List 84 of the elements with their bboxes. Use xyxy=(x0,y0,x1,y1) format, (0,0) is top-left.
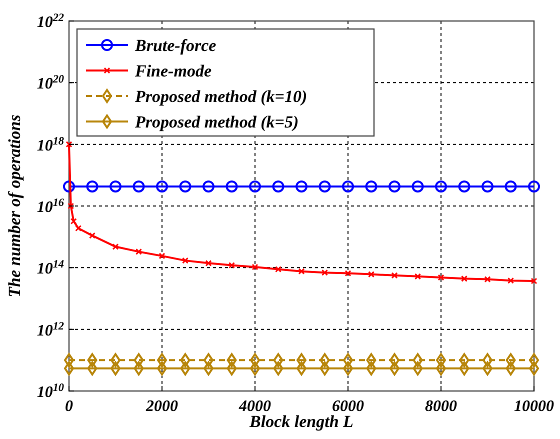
point xyxy=(228,262,235,268)
y-tick-label: 10$^{14}$ xyxy=(36,258,64,278)
point xyxy=(438,274,444,281)
point xyxy=(205,260,212,266)
x-tick-label: 6000 xyxy=(332,398,364,415)
point xyxy=(156,180,168,192)
point xyxy=(435,180,447,192)
point xyxy=(296,180,308,192)
y-tick-label: 10$^{20}$ xyxy=(36,74,64,93)
point xyxy=(63,180,75,192)
point xyxy=(110,180,122,192)
point xyxy=(226,180,238,192)
point xyxy=(459,361,470,376)
legend-label: Proposed method (k=5) xyxy=(134,112,299,132)
point xyxy=(412,353,423,368)
point xyxy=(273,361,284,376)
point xyxy=(87,353,98,368)
point xyxy=(366,361,376,376)
point xyxy=(273,353,284,368)
x-tick-label: 4000 xyxy=(238,398,271,415)
point xyxy=(461,275,468,282)
point xyxy=(388,180,400,192)
point xyxy=(182,257,188,264)
point xyxy=(252,264,258,270)
point xyxy=(459,353,470,368)
point xyxy=(320,361,330,376)
point xyxy=(87,361,98,376)
point xyxy=(180,361,190,376)
y-tick-label: 10$^{16}$ xyxy=(36,197,64,216)
point xyxy=(344,270,352,276)
point xyxy=(275,266,282,272)
point xyxy=(482,180,494,192)
point xyxy=(134,361,144,376)
point xyxy=(66,141,72,148)
point xyxy=(75,224,82,232)
point xyxy=(298,268,305,275)
point xyxy=(412,180,424,192)
point xyxy=(136,248,142,255)
point xyxy=(180,353,190,368)
point xyxy=(70,218,77,225)
point xyxy=(318,180,331,192)
y-tick-label: 10$^{12}$ xyxy=(36,320,64,340)
y-tick-label: 10$^{22}$ xyxy=(36,12,64,31)
point xyxy=(414,273,421,280)
point xyxy=(132,180,145,192)
point xyxy=(89,232,96,239)
point xyxy=(158,252,166,260)
point xyxy=(68,202,74,210)
point xyxy=(202,180,214,192)
y-tick-label: 10$^{18}$ xyxy=(36,135,64,154)
point xyxy=(86,180,98,192)
point xyxy=(272,180,284,192)
point xyxy=(506,361,516,376)
point xyxy=(484,276,491,283)
x-tick-label: 2000 xyxy=(145,398,178,415)
point xyxy=(366,353,376,368)
point xyxy=(368,271,374,278)
point xyxy=(391,272,398,279)
point xyxy=(458,180,470,192)
x-tick-label: 8000 xyxy=(425,398,457,415)
point xyxy=(134,353,144,368)
point xyxy=(508,277,514,284)
point xyxy=(504,180,517,192)
legend-label: Proposed method (k=10) xyxy=(134,87,308,106)
point xyxy=(365,180,378,192)
point xyxy=(320,353,330,368)
point xyxy=(342,180,354,192)
point xyxy=(530,278,538,284)
point xyxy=(506,353,516,368)
point xyxy=(112,243,119,250)
point xyxy=(528,180,540,192)
y-axis-title: The number of operations xyxy=(5,114,24,298)
x-axis-title: Block length L xyxy=(248,412,354,431)
point xyxy=(322,269,328,276)
point xyxy=(179,180,192,192)
legend-label: Fine-mode xyxy=(134,62,212,80)
point xyxy=(226,353,237,368)
x-tick-label: 0 xyxy=(65,398,73,415)
point xyxy=(249,180,261,192)
point xyxy=(412,361,423,376)
point xyxy=(226,361,237,376)
y-tick-label: 10$^{10}$ xyxy=(36,382,64,401)
x-tick-label: 10000 xyxy=(514,398,554,415)
legend-label: Brute-force xyxy=(134,36,217,55)
